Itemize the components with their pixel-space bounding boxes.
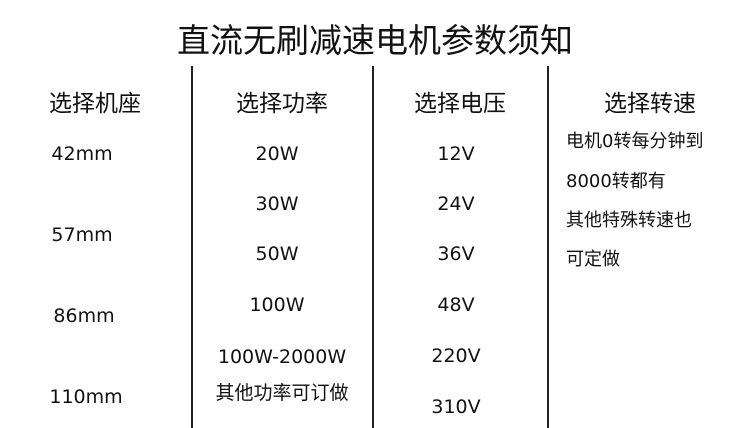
frame-size-value: 42mm bbox=[51, 143, 113, 165]
speed-note-line: 8000转都有 bbox=[566, 171, 666, 192]
voltage-value: 48V bbox=[437, 294, 475, 316]
power-value: 其他功率可订做 bbox=[215, 382, 349, 404]
power-value: 50W bbox=[255, 243, 299, 265]
power-value: 100W bbox=[249, 294, 305, 316]
header-voltage: 选择电压 bbox=[414, 91, 506, 117]
page-title: 直流无刷减速电机参数须知 bbox=[177, 21, 573, 60]
voltage-value: 220V bbox=[431, 345, 481, 367]
column-divider bbox=[191, 66, 193, 428]
column-divider bbox=[372, 66, 374, 428]
frame-size-value: 110mm bbox=[49, 386, 123, 408]
column-divider bbox=[547, 66, 549, 428]
frame-size-value: 86mm bbox=[53, 305, 115, 327]
power-value: 20W bbox=[255, 143, 299, 165]
voltage-value: 310V bbox=[431, 396, 481, 418]
voltage-value: 36V bbox=[437, 243, 475, 265]
speed-note-line: 其他特殊转速也 bbox=[566, 210, 692, 231]
voltage-value: 12V bbox=[437, 143, 475, 165]
header-speed: 选择转速 bbox=[604, 91, 696, 117]
speed-note-line: 可定做 bbox=[566, 249, 620, 270]
power-value: 30W bbox=[255, 193, 299, 215]
speed-note-line: 电机0转每分钟到 bbox=[566, 131, 704, 152]
frame-size-value: 57mm bbox=[51, 224, 113, 246]
header-power: 选择功率 bbox=[236, 91, 328, 117]
voltage-value: 24V bbox=[437, 193, 475, 215]
power-value: 100W-2000W bbox=[217, 346, 347, 368]
header-frame-size: 选择机座 bbox=[49, 91, 141, 117]
